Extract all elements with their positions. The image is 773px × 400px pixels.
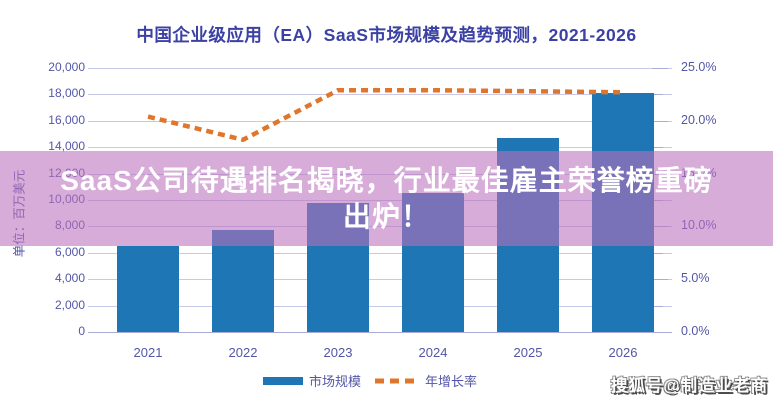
headline-line-2: 出炉！ xyxy=(342,200,430,232)
legend-label: 年增长率 xyxy=(425,374,478,389)
right-axis-minor-tick xyxy=(652,305,663,307)
right-axis-tick-label: 0.0% xyxy=(681,324,710,338)
x-axis-line xyxy=(88,332,672,333)
x-axis-year-label: 2025 xyxy=(513,345,543,360)
left-axis-tick-label: 0 xyxy=(78,324,85,338)
gridline xyxy=(88,120,672,122)
x-axis-year-label: 2021 xyxy=(133,345,163,360)
right-axis-minor-tick xyxy=(652,252,663,254)
x-axis-year-label: 2026 xyxy=(608,345,638,360)
gridline xyxy=(88,252,672,254)
right-axis-tick-label: 20.0% xyxy=(681,112,717,127)
chart-title: 中国企业级应用（EA）SaaS市场规模及趋势预测，2021-2026 xyxy=(136,25,637,45)
chart-legend: 市场规模 年增长率 xyxy=(0,371,740,390)
left-axis-tick-label: 20,000 xyxy=(48,60,85,74)
bar-swatch-icon xyxy=(262,376,303,385)
sohu-watermark: 搜狐号@制造业老商 xyxy=(610,377,768,395)
left-axis-tick-label: 4,000 xyxy=(54,271,85,286)
left-axis-tick-label: 14,000 xyxy=(48,139,85,154)
headline-line-1: SaaS公司待遇排名揭晓，行业最佳雇主荣誉榜重磅 xyxy=(60,164,713,196)
gridline xyxy=(88,147,672,149)
right-axis-tick-label: 5.0% xyxy=(681,271,710,286)
market-size-bar xyxy=(117,246,179,332)
right-axis-minor-tick xyxy=(652,147,663,149)
left-axis-tick-label: 16,000 xyxy=(48,112,85,127)
gridline xyxy=(88,279,672,281)
legend-item-market-size: 市场规模 xyxy=(262,371,361,390)
left-axis-tick-label: 18,000 xyxy=(48,86,85,101)
right-axis-major-tick xyxy=(652,279,668,281)
left-axis-tick-label: 6,000 xyxy=(54,244,85,259)
x-axis-year-label: 2022 xyxy=(228,345,258,360)
right-axis-major-tick xyxy=(652,120,668,122)
right-axis-minor-tick xyxy=(652,94,663,96)
gridline xyxy=(88,305,672,307)
legend-item-growth-rate: 年增长率 xyxy=(375,371,477,390)
left-axis-tick-label: 2,000 xyxy=(54,297,85,312)
x-axis-year-label: 2024 xyxy=(418,345,448,360)
right-axis-major-tick xyxy=(652,332,668,333)
market-size-bar xyxy=(212,230,274,332)
gridline xyxy=(88,68,672,69)
x-axis-year-label: 2023 xyxy=(323,345,353,360)
right-axis-major-tick xyxy=(652,68,668,69)
gridline xyxy=(88,94,672,96)
legend-label: 市场规模 xyxy=(308,374,361,389)
headline-banner-overlay: SaaS公司待遇排名揭晓，行业最佳雇主荣誉榜重磅 出炉！ xyxy=(0,151,773,246)
dashed-line-swatch-icon xyxy=(375,378,419,383)
right-axis-tick-label: 25.0% xyxy=(681,60,717,74)
